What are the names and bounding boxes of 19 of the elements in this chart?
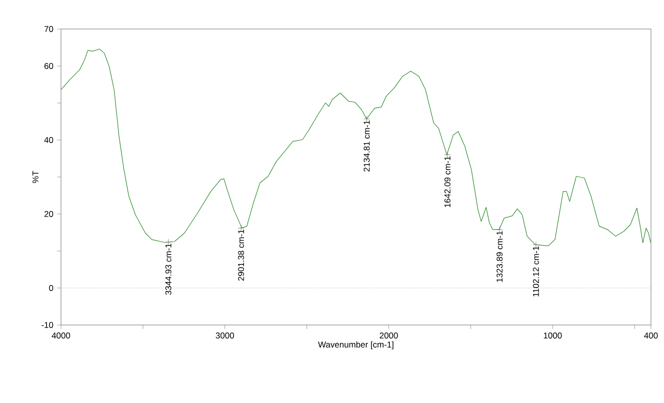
y-tick-label: -10 — [42, 322, 54, 328]
x-tick-label: 4000 — [52, 332, 70, 339]
y-tick-label: 40 — [44, 137, 54, 143]
annotation: 1323.89 cm-1 — [496, 231, 503, 282]
x-tick-label: 3000 — [216, 332, 234, 339]
x-tick-label: 2000 — [380, 332, 398, 339]
y-axis-title: %T — [32, 170, 38, 184]
x-axis-title: Wavenumber [cm-1] — [318, 341, 394, 350]
x-tick-label: 1000 — [544, 332, 562, 339]
annotation: 1102.12 cm-1 — [532, 246, 539, 296]
annotation: 3344.93 cm-1 — [165, 244, 172, 295]
annotation: 2134.81 cm-1 — [364, 120, 370, 172]
y-tick-label: 20 — [44, 211, 54, 217]
annotation: 2901.38 cm-1 — [238, 230, 244, 281]
y-tick-label: 0 — [49, 285, 54, 291]
y-tick-label: 60 — [44, 63, 54, 69]
annotation: 1642.09 cm-1 — [444, 156, 450, 208]
y-tick-label: 70 — [44, 26, 54, 32]
x-tick-label: 400 — [644, 332, 658, 339]
